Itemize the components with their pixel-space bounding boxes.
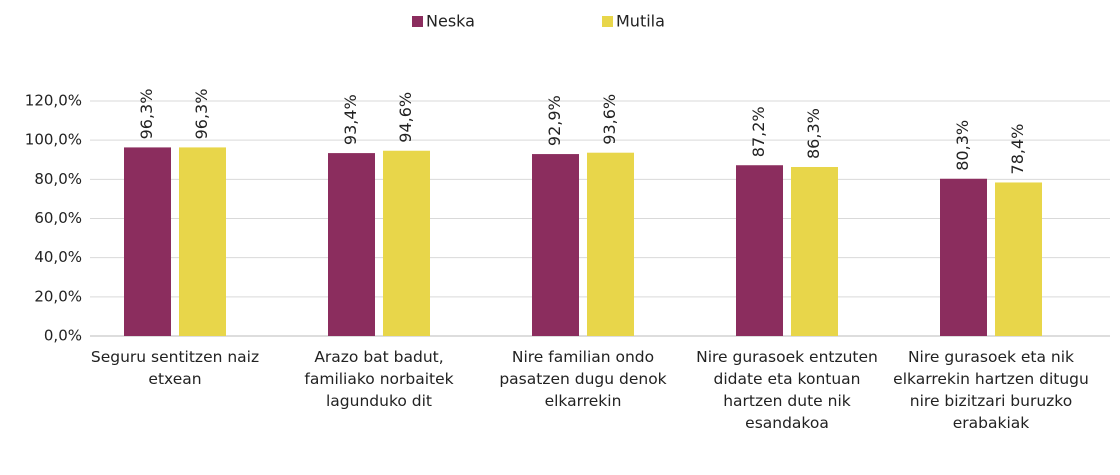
y-tick-label: 60,0%: [34, 209, 82, 227]
bar: [587, 152, 634, 336]
value-label: 96,3%: [192, 89, 211, 140]
value-label: 93,4%: [341, 94, 360, 145]
bar: [383, 150, 430, 336]
bar: [736, 165, 783, 336]
value-label: 80,3%: [953, 120, 972, 171]
x-tick-label: Nire gurasoek eta nik elkarrekin hartzen…: [893, 348, 1089, 432]
legend-swatch: [602, 16, 613, 27]
value-label: 96,3%: [137, 89, 156, 140]
bar: [328, 153, 375, 336]
x-tick-label: Nire gurasoek entzuten didate eta kontua…: [696, 348, 878, 432]
x-tick-label: Arazo bat badut, familiako norbaitek lag…: [304, 348, 454, 410]
bar: [995, 182, 1042, 336]
legend-swatch: [412, 16, 423, 27]
bar: [532, 154, 579, 336]
value-label: 94,6%: [396, 92, 415, 143]
value-label: 86,3%: [804, 108, 823, 159]
y-tick-label: 0,0%: [44, 327, 82, 345]
y-tick-label: 20,0%: [34, 287, 82, 305]
legend-label: Mutila: [616, 12, 665, 31]
value-label: 78,4%: [1008, 124, 1027, 175]
bar: [940, 178, 987, 336]
bar: [124, 147, 171, 336]
value-label: 92,9%: [545, 95, 564, 146]
x-tick-label: Nire familian ondo pasatzen dugu denok e…: [499, 348, 667, 410]
y-tick-label: 80,0%: [34, 170, 82, 188]
value-label: 93,6%: [600, 94, 619, 145]
y-tick-label: 120,0%: [25, 92, 82, 110]
x-tick-label: Seguru sentitzen naiz etxean: [90, 348, 260, 388]
bar: [791, 166, 838, 336]
y-tick-label: 100,0%: [25, 131, 82, 149]
y-tick-label: 40,0%: [34, 248, 82, 266]
legend-label: Neska: [426, 12, 475, 31]
value-label: 87,2%: [749, 106, 768, 157]
bar: [179, 147, 226, 336]
